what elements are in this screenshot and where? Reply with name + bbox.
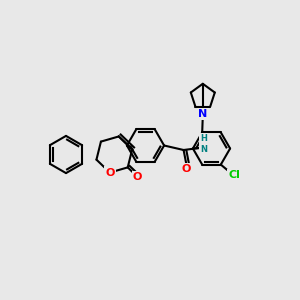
Text: O: O [181,164,191,174]
Text: N: N [198,109,207,119]
Text: O: O [105,168,115,178]
Text: H
N: H N [200,134,207,154]
Text: O: O [133,172,142,182]
Text: Cl: Cl [228,170,240,180]
